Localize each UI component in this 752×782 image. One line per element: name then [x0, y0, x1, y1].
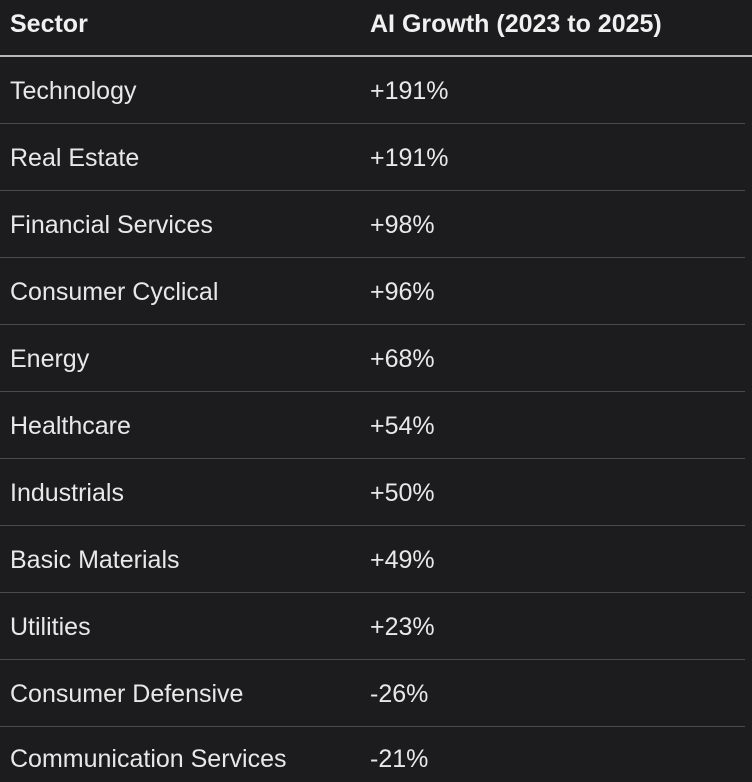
growth-cell: +23% [370, 613, 435, 641]
table-row: Energy +68% [0, 325, 745, 392]
table-row: Healthcare +54% [0, 392, 745, 459]
growth-cell: +68% [370, 345, 435, 373]
table-header-row: Sector AI Growth (2023 to 2025) [0, 0, 752, 57]
table-row: Utilities +23% [0, 593, 745, 660]
table-row: Basic Materials +49% [0, 526, 745, 593]
sector-cell: Financial Services [10, 211, 213, 239]
growth-cell: +54% [370, 412, 435, 440]
header-ai-growth: AI Growth (2023 to 2025) [370, 10, 662, 38]
sector-cell: Healthcare [10, 412, 131, 440]
growth-cell: +49% [370, 546, 435, 574]
sector-cell: Basic Materials [10, 546, 180, 574]
table-row: Financial Services +98% [0, 191, 745, 258]
sector-cell: Energy [10, 345, 90, 373]
sector-cell: Real Estate [10, 144, 140, 172]
sector-cell: Communication Services [10, 745, 287, 773]
header-sector: Sector [10, 10, 88, 38]
table-row: Communication Services -21% [0, 725, 745, 782]
table-row: Real Estate +191% [0, 124, 745, 191]
growth-cell: -26% [370, 680, 429, 708]
table-row: Consumer Defensive -26% [0, 660, 745, 727]
growth-cell: +96% [370, 278, 435, 306]
sector-cell: Consumer Cyclical [10, 278, 219, 306]
sector-cell: Industrials [10, 479, 124, 507]
sector-cell: Technology [10, 77, 137, 105]
sector-cell: Consumer Defensive [10, 680, 244, 708]
growth-cell: -21% [370, 745, 429, 773]
table-row: Technology +191% [0, 57, 745, 124]
growth-cell: +50% [370, 479, 435, 507]
growth-cell: +98% [370, 211, 435, 239]
sector-cell: Utilities [10, 613, 91, 641]
table-row: Consumer Cyclical +96% [0, 258, 745, 325]
table-row: Industrials +50% [0, 459, 745, 526]
growth-cell: +191% [370, 144, 449, 172]
growth-cell: +191% [370, 77, 449, 105]
